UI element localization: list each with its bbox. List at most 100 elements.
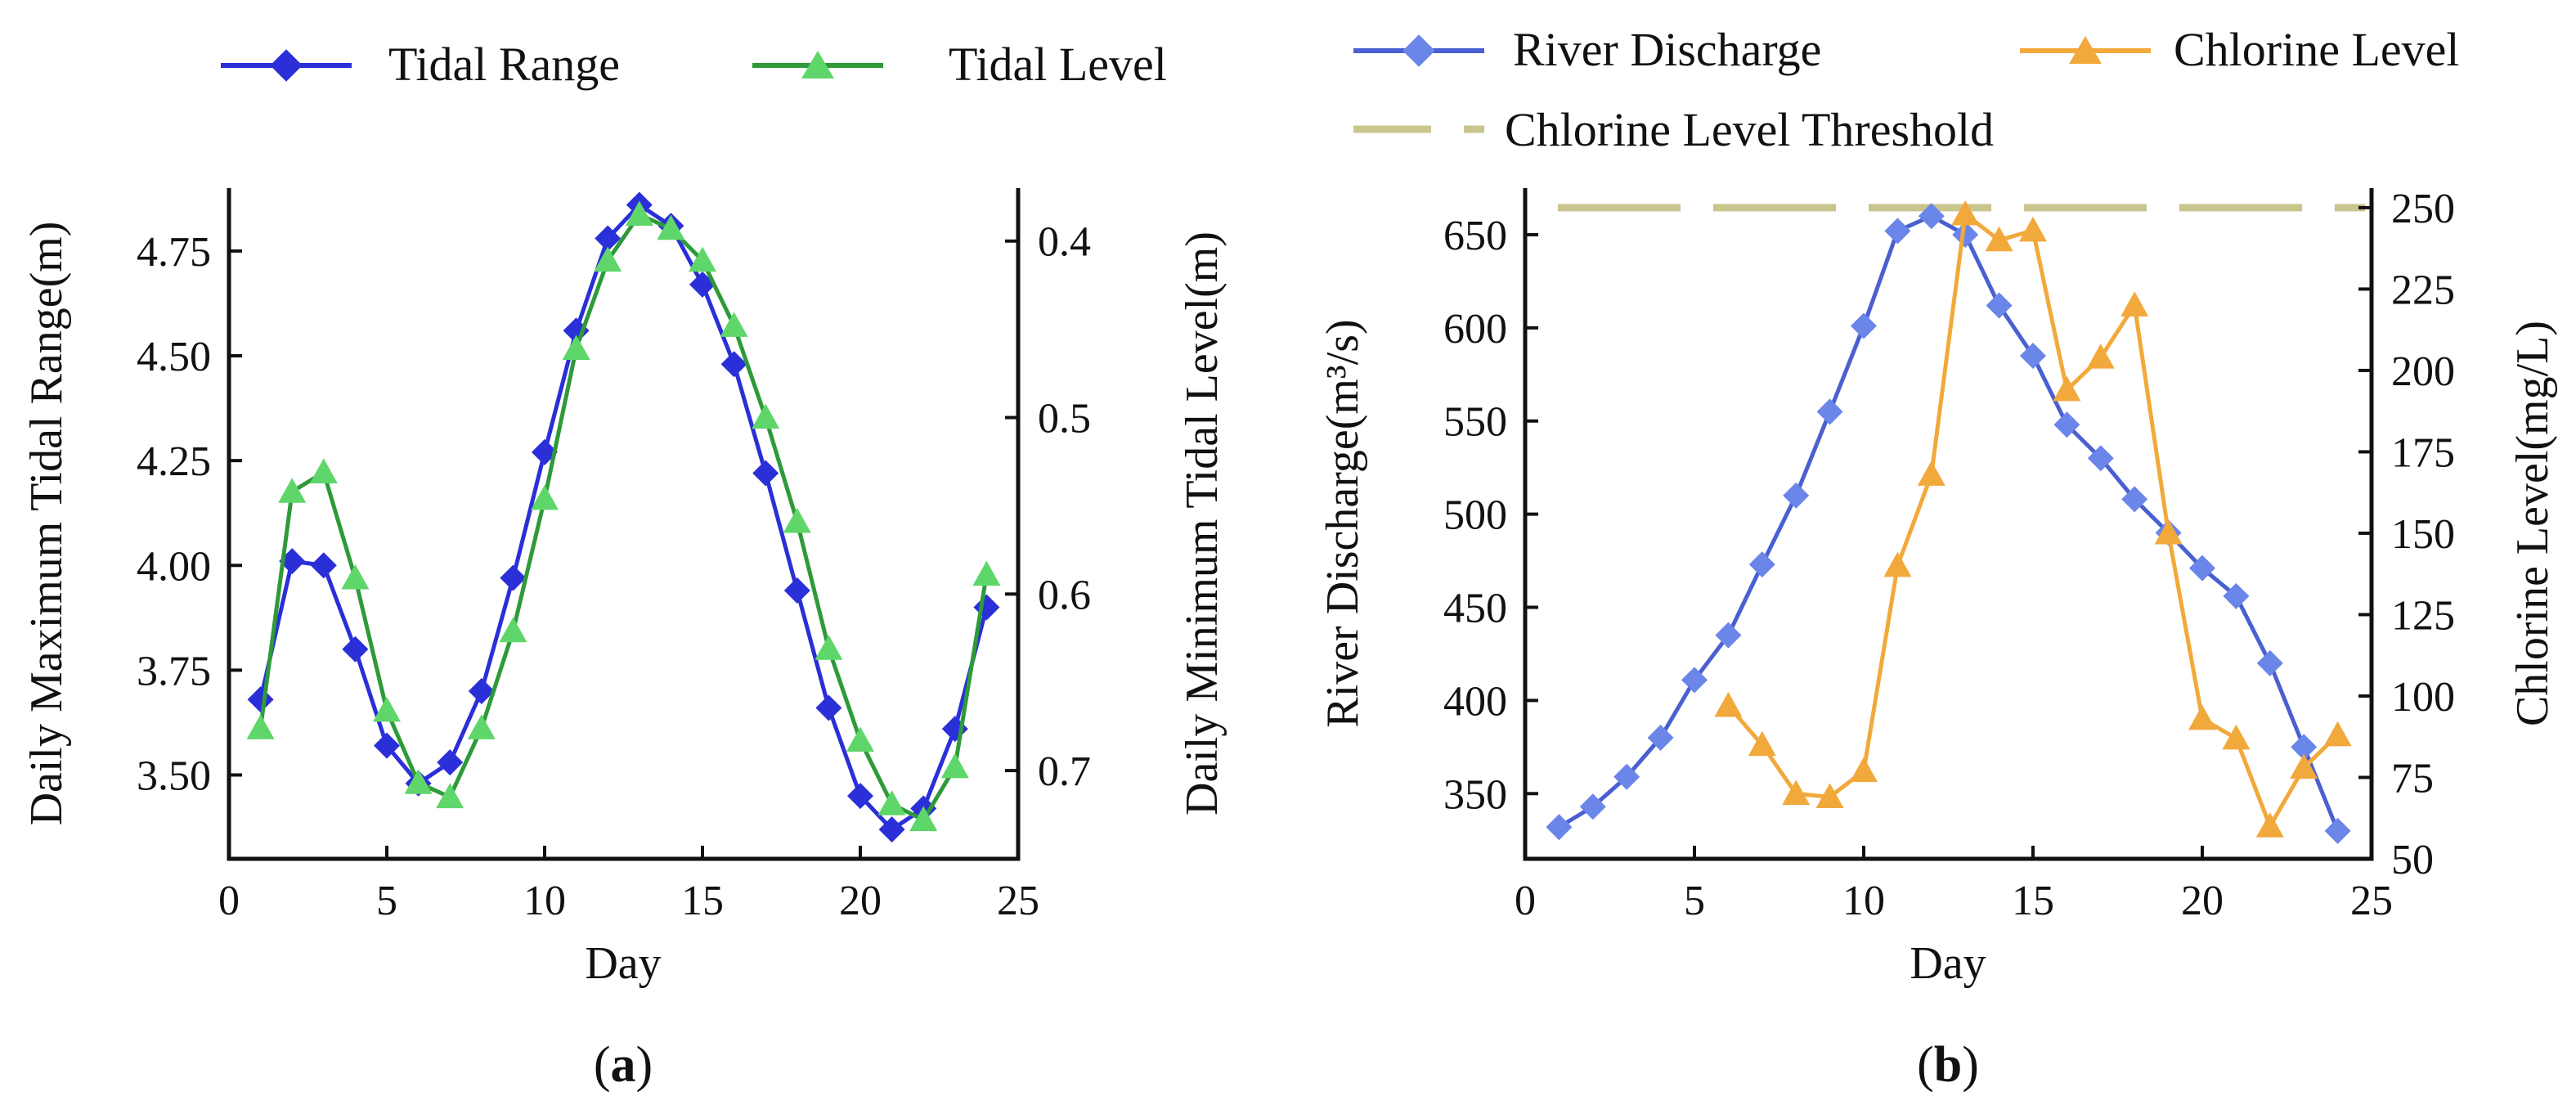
data-point-chlorine-level bbox=[2019, 216, 2047, 242]
x-tick-label-a: 10 bbox=[523, 878, 566, 924]
legend-marker-tidal-level bbox=[801, 51, 834, 79]
axes-frame-a bbox=[227, 188, 1021, 861]
data-point-river-discharge bbox=[1647, 724, 1674, 751]
panel-letter-b: b bbox=[1934, 1037, 1962, 1093]
data-point-chlorine-level bbox=[1714, 691, 1743, 717]
data-point-river-discharge bbox=[2223, 582, 2250, 609]
data-point-tidal-level bbox=[783, 507, 811, 533]
data-point-river-discharge bbox=[2189, 555, 2215, 582]
axes-frame-b bbox=[1523, 188, 2374, 861]
data-point-tidal-level bbox=[594, 246, 622, 272]
x-ticks-a: 0 5 10 15 20 25 bbox=[218, 846, 1039, 924]
data-point-river-discharge bbox=[1681, 667, 1708, 694]
data-point-river-discharge bbox=[2121, 486, 2148, 513]
y2-tick-label-b: 75 bbox=[2391, 755, 2434, 802]
data-point-tidal-level bbox=[625, 200, 653, 226]
data-point-chlorine-level bbox=[1917, 460, 1945, 486]
y-tick-label-a: 4.25 bbox=[137, 438, 211, 485]
series-group-a bbox=[246, 191, 1001, 843]
data-point-river-discharge bbox=[1918, 203, 1945, 230]
data-point-chlorine-level bbox=[1951, 200, 1980, 226]
data-point-tidal-range bbox=[310, 552, 337, 579]
data-point-tidal-level bbox=[246, 714, 275, 739]
data-point-chlorine-level bbox=[1815, 783, 1844, 808]
y2-tick-label-a: 0.6 bbox=[1038, 572, 1091, 618]
legend-marker-chlorine-level bbox=[2069, 36, 2102, 64]
y-tick-label-a: 4.75 bbox=[137, 229, 211, 276]
data-point-tidal-level bbox=[531, 484, 559, 510]
x-tick-label-a: 20 bbox=[839, 878, 882, 924]
data-point-tidal-level bbox=[877, 790, 906, 815]
data-point-tidal-range bbox=[878, 816, 905, 843]
legend-marker-river-discharge bbox=[1402, 34, 1435, 67]
y-tick-label-b: 350 bbox=[1443, 771, 1507, 818]
y2-tick-label-b: 150 bbox=[2391, 511, 2455, 558]
y2-tick-label-a: 0.5 bbox=[1038, 396, 1091, 442]
data-point-tidal-level bbox=[657, 214, 685, 240]
data-point-tidal-level bbox=[562, 335, 590, 360]
data-point-chlorine-level bbox=[2120, 291, 2149, 317]
series-line-river-discharge bbox=[1558, 213, 2340, 832]
data-point-chlorine-level bbox=[2086, 343, 2115, 369]
y-ticks-b: 350 400 450 500 550 600 650 bbox=[1443, 213, 1538, 818]
series-line-chlorine-level bbox=[1726, 212, 2340, 829]
legend-label-chlorine-level: Chlorine Level bbox=[2174, 23, 2460, 76]
data-point-tidal-level bbox=[940, 752, 969, 779]
data-point-tidal-range bbox=[342, 636, 369, 663]
y2-tick-label-b: 100 bbox=[2391, 674, 2455, 721]
data-point-tidal-range bbox=[468, 678, 495, 704]
x-tick-label-b: 20 bbox=[2181, 878, 2224, 924]
y-tick-label-b: 400 bbox=[1443, 678, 1507, 725]
data-point-tidal-range bbox=[847, 783, 873, 810]
data-point-chlorine-level bbox=[1748, 730, 1776, 757]
panel-label-b: (b) bbox=[1917, 1037, 1979, 1093]
y-tick-label-b: 650 bbox=[1443, 213, 1507, 259]
data-point-tidal-level bbox=[309, 458, 338, 484]
data-point-tidal-level bbox=[499, 617, 527, 643]
y-ticks-a: 3.50 3.75 4.00 4.25 4.50 4.75 bbox=[137, 229, 242, 800]
y2-tick-label-b: 175 bbox=[2391, 429, 2455, 476]
data-point-river-discharge bbox=[2291, 734, 2318, 761]
series-group-b bbox=[1546, 200, 2352, 844]
y-tick-label-b: 450 bbox=[1443, 586, 1507, 632]
data-point-chlorine-level bbox=[2188, 704, 2216, 730]
legend-label-river-discharge: River Discharge bbox=[1513, 23, 1821, 76]
data-point-tidal-level bbox=[815, 635, 843, 660]
data-point-river-discharge bbox=[1613, 763, 1640, 790]
data-point-tidal-level bbox=[720, 312, 748, 337]
y2-axis-label-a: Daily Minimum Tidal Level(m) bbox=[1177, 231, 1227, 815]
data-point-chlorine-level bbox=[2222, 724, 2251, 750]
data-point-tidal-level bbox=[404, 769, 433, 794]
y-tick-label-a: 4.00 bbox=[137, 543, 211, 590]
y-tick-label-a: 3.50 bbox=[137, 753, 211, 800]
data-point-chlorine-level bbox=[1850, 757, 1878, 783]
data-point-tidal-level bbox=[341, 564, 370, 590]
y2-tick-label-b: 125 bbox=[2391, 592, 2455, 639]
x-tick-label-a: 5 bbox=[376, 878, 397, 924]
data-point-tidal-range bbox=[783, 577, 810, 604]
y2-tick-label-b: 250 bbox=[2391, 186, 2455, 232]
data-point-river-discharge bbox=[1986, 292, 2013, 319]
data-point-tidal-range bbox=[437, 749, 464, 776]
legend-label-threshold: Chlorine Level Threshold bbox=[1505, 103, 1994, 156]
y2-tick-label-b: 200 bbox=[2391, 348, 2455, 395]
x-tick-label-b: 25 bbox=[2350, 878, 2393, 924]
data-point-tidal-level bbox=[846, 726, 874, 752]
data-point-tidal-level bbox=[752, 403, 780, 429]
y2-axis-label-b: Chlorine Level(mg/L) bbox=[2507, 321, 2558, 726]
panel-letter-a: a bbox=[611, 1037, 636, 1093]
data-point-chlorine-level bbox=[1782, 779, 1811, 805]
y2-tick-label-a: 0.7 bbox=[1038, 748, 1091, 795]
x-tick-label-a: 15 bbox=[681, 878, 724, 924]
data-point-tidal-level bbox=[972, 560, 1001, 586]
chart-panel-b: River Discharge Chlorine Level Chlorine … bbox=[1317, 23, 2558, 1093]
data-point-tidal-range bbox=[374, 732, 400, 759]
data-point-river-discharge bbox=[1748, 551, 1775, 578]
data-point-tidal-range bbox=[247, 686, 274, 713]
data-point-tidal-range bbox=[595, 225, 622, 252]
x-tick-label-a: 0 bbox=[218, 878, 240, 924]
data-point-tidal-level bbox=[909, 806, 938, 832]
data-point-river-discharge bbox=[2053, 411, 2080, 438]
data-point-chlorine-level bbox=[2154, 519, 2183, 545]
